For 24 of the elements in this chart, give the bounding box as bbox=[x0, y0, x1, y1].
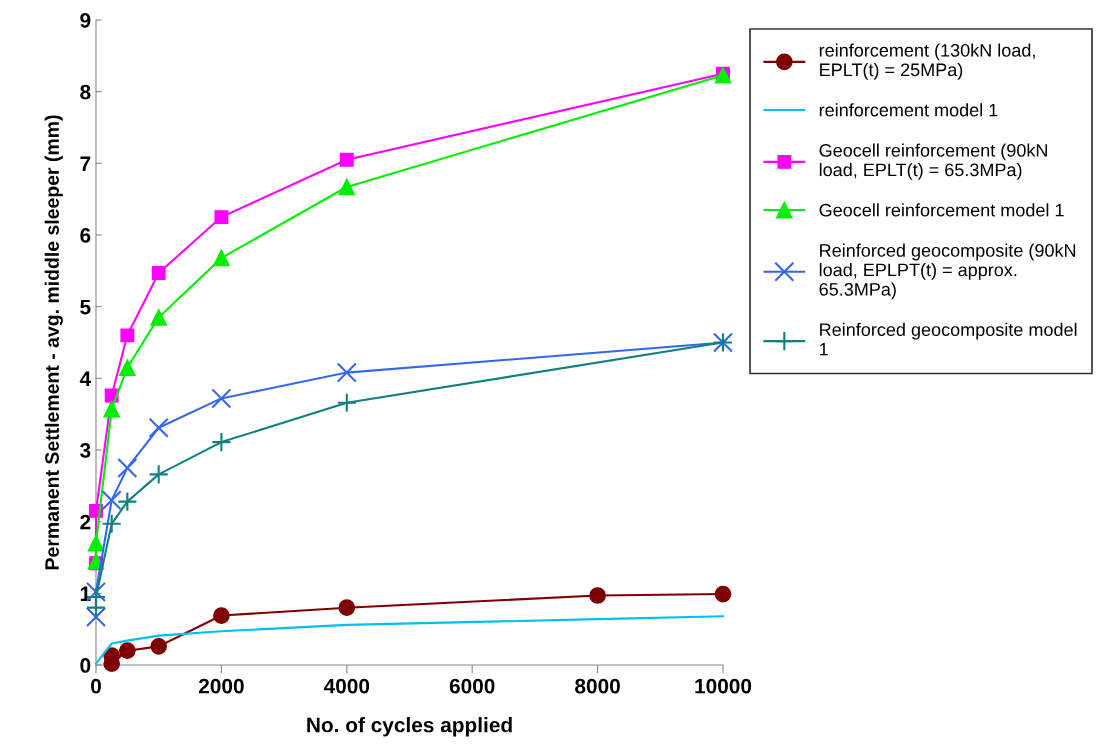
y-tick-label: 7 bbox=[80, 156, 91, 171]
legend-label: Geocell reinforcement (90kN load, EPLT(t) = 65.3MPa) bbox=[819, 143, 1047, 180]
legend-label: reinforcement (130kN load, EPLT(t) = 25MPa) bbox=[819, 43, 1035, 80]
legend-label: Geocell reinforcement model 1 bbox=[819, 203, 1064, 217]
x-tick-label: 4000 bbox=[323, 678, 370, 694]
y-tick-label: 9 bbox=[80, 13, 91, 28]
y-tick-label: 0 bbox=[80, 658, 91, 673]
y-tick-label: 2 bbox=[80, 514, 91, 530]
y-tick-label: 4 bbox=[79, 371, 92, 386]
x-tick-label: 6000 bbox=[449, 678, 495, 694]
x-tick-label: 2000 bbox=[198, 678, 244, 694]
legend-label: Reinforced geocomposite (90kN load, EPLPT(t) = approx. 65.3MPa) bbox=[819, 243, 1076, 300]
legend-label: Reinforced geocomposite model 1 bbox=[820, 322, 1077, 356]
y-tick-label: 8 bbox=[80, 84, 91, 100]
x-tick-label: 8000 bbox=[575, 678, 620, 694]
y-tick-label: 6 bbox=[80, 228, 91, 243]
y-tick-label: 1 bbox=[80, 586, 91, 601]
x-axis-title: No. of cycles applied bbox=[307, 717, 512, 737]
y-axis-title: Permanent Settlement - avg. middle sleeper (mm) bbox=[44, 115, 63, 570]
y-tick-label: 3 bbox=[80, 443, 91, 458]
x-tick-label: 0 bbox=[91, 678, 101, 694]
y-tick-label: 5 bbox=[80, 299, 91, 315]
x-tick-label: 10000 bbox=[695, 678, 752, 694]
legend-label: reinforcement model 1 bbox=[819, 103, 998, 117]
